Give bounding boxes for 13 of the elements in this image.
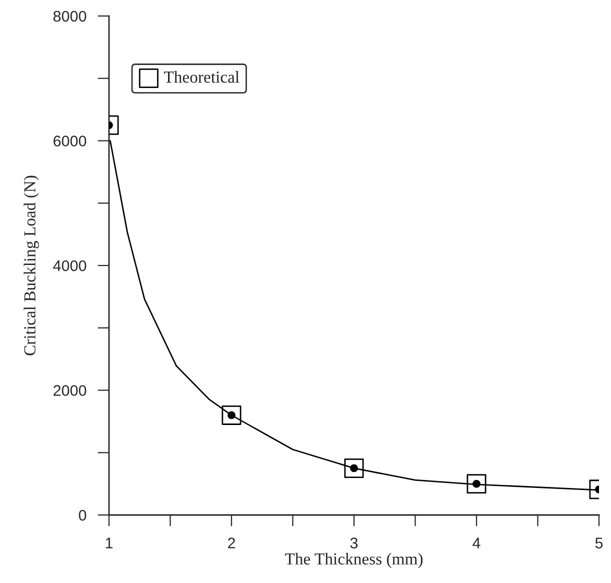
x-axis-title: The Thickness (mm) <box>285 552 423 568</box>
x-tick-label: 1 <box>106 538 113 548</box>
x-tick-label: 2 <box>228 538 235 548</box>
x-tick-label: 3 <box>350 538 358 548</box>
y-tick-label: 8000 <box>53 10 86 22</box>
y-tick-label: 0 <box>78 510 86 521</box>
y-axis-title: Critical Buckling Load (N) <box>24 176 39 356</box>
y-tick-label: 4000 <box>53 260 86 272</box>
y-tick-label: 2000 <box>54 385 86 396</box>
x-tick-label: 4 <box>472 538 480 548</box>
x-tick-label: 5 <box>595 538 603 548</box>
legend-label: Theoretical <box>164 71 240 83</box>
y-tick-label: 6000 <box>54 136 86 146</box>
